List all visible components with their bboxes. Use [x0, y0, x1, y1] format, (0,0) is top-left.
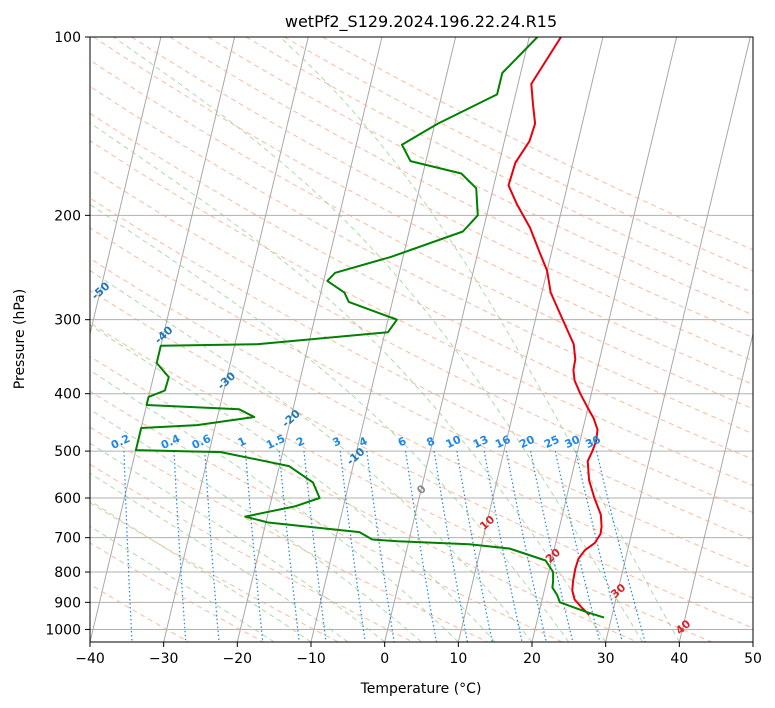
mixing-ratio-label: 36: [583, 433, 603, 451]
mixing-ratio-line: [483, 450, 523, 642]
mixing-ratio-line: [339, 451, 366, 642]
x-tick-label: 50: [744, 651, 762, 667]
y-tick-label: 1000: [45, 622, 81, 638]
dry-adiabat: [93, 37, 753, 386]
moist-adiabat: [90, 203, 570, 642]
y-tick-label: 900: [54, 595, 81, 611]
dry-adiabat: [245, 37, 753, 294]
isotherm-line: [752, 639, 753, 642]
dry-adiabat: [90, 426, 488, 642]
y-tick-label: 800: [54, 565, 81, 581]
isotherm-line: [457, 37, 604, 642]
mixing-ratio-label: 20: [517, 433, 537, 451]
mixing-ratio-label: 10: [444, 433, 464, 451]
mixing-ratio-line: [554, 450, 601, 642]
mixing-ratio-line: [575, 450, 623, 642]
y-tick-label: 700: [54, 531, 81, 547]
plot-frame: [89, 36, 754, 643]
moist-adiabat: [90, 122, 607, 642]
plot-background: [90, 37, 753, 642]
temperature-profile-line: [507, 37, 603, 616]
dry-adiabat: [284, 37, 753, 272]
moist-adiabat: [90, 500, 312, 642]
y-tick-label: 100: [54, 30, 81, 46]
mixing-ratio-line: [530, 450, 574, 642]
moist-adiabats: [90, 37, 680, 642]
moist-adiabat: [279, 37, 680, 642]
x-axis-title: Temperature (°C): [360, 681, 482, 697]
x-tick-label: 40: [670, 651, 688, 667]
mixing-ratio-line: [366, 451, 395, 642]
y-axis-title: Pressure (hPa): [12, 289, 28, 389]
y-tick-label: 600: [54, 491, 81, 507]
y-tick-label: 300: [54, 313, 81, 329]
y-tick-label: 500: [54, 444, 81, 460]
mixing-ratio-label: 16: [493, 433, 513, 451]
dewpoint-profile-line: [134, 37, 605, 619]
isotherm-line: [678, 331, 753, 642]
dry-adiabat: [90, 59, 753, 410]
chart-title: wetPf2_S129.2024.196.22.24.R15: [285, 12, 557, 32]
mixing-ratio-label: 30: [563, 433, 583, 451]
x-tick-label: 10: [449, 651, 467, 667]
isotherm-label: -60: [26, 235, 50, 258]
moist-adiabat: [90, 324, 496, 642]
mixing-ratio-line: [303, 451, 327, 642]
x-tick-label: −40: [75, 651, 105, 667]
moist-adiabat: [90, 408, 422, 642]
moist-adiabat: [90, 369, 459, 642]
moist-adiabat: [90, 442, 386, 642]
mixing-ratio-line: [456, 451, 493, 642]
isotherm-line: [90, 37, 162, 336]
x-tick-label: 20: [523, 651, 541, 667]
x-tick-label: −30: [149, 651, 179, 667]
isotherm-line: [531, 37, 678, 642]
mixing-ratio-line: [433, 451, 469, 642]
y-tick-label: 200: [54, 208, 81, 224]
y-tick-label: 400: [54, 387, 81, 403]
mixing-ratio-line: [595, 450, 646, 642]
x-tick-label: −20: [223, 651, 253, 667]
mixing-ratio-line: [405, 451, 437, 642]
dry-adiabat: [90, 85, 753, 435]
mixing-ratio-line: [505, 450, 547, 642]
profile-series: [134, 37, 605, 619]
dry-adiabats: [90, 37, 753, 642]
isotherm-line: [163, 37, 309, 642]
mixing-ratio-lines: [123, 450, 646, 642]
x-tick-label: 0: [380, 651, 389, 667]
plot-area: -100-90-80-70-60-50-40-30-20-10010203040…: [26, 37, 753, 642]
dry-adiabat: [90, 355, 638, 642]
y-axis-ticks: 100 200 300 400 500 600 700 800 900 1000: [45, 30, 90, 638]
dry-adiabat: [90, 227, 753, 570]
moist-adiabat: [90, 269, 533, 642]
mixing-ratio-label: 13: [471, 433, 490, 451]
x-axis-ticks: −40 −30 −20 −10 0 10 20 30 40 50: [75, 642, 762, 667]
mixing-ratio-label: 25: [542, 433, 561, 451]
x-tick-label: −10: [296, 651, 326, 667]
dry-adiabat: [90, 502, 339, 642]
moist-adiabat: [90, 472, 349, 642]
dry-adiabat: [90, 322, 712, 642]
dry-adiabat: [90, 168, 753, 514]
x-tick-label: 30: [597, 651, 615, 667]
dry-adiabat: [169, 37, 753, 339]
dry-adiabat: [90, 112, 753, 460]
isotherm-line: [605, 37, 751, 642]
moist-adiabat: [113, 37, 643, 642]
